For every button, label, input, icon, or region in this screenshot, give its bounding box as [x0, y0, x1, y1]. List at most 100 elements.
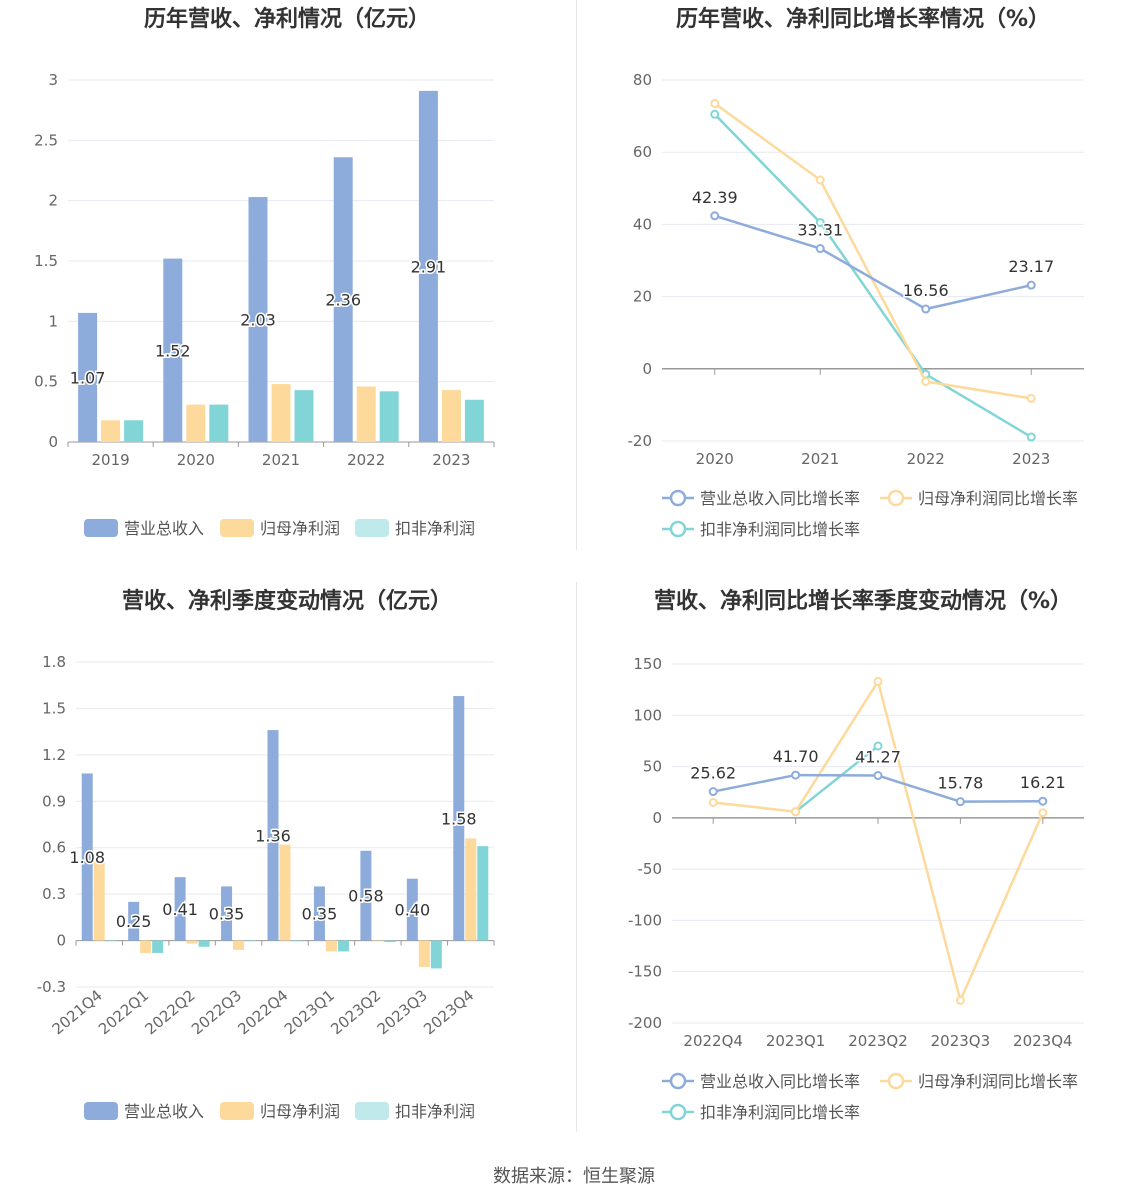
bar-revenue	[313, 886, 325, 941]
y-tick-label: 20	[633, 288, 652, 306]
legend-label: 扣非净利润同比增长率	[700, 520, 860, 539]
legend-label: 扣非净利润	[395, 519, 475, 538]
bar-data-label: 0.41	[162, 900, 198, 919]
bar-deducted-profit	[291, 940, 303, 942]
bar-revenue	[174, 877, 186, 941]
bar-data-label: 1.58	[441, 809, 477, 828]
y-tick-label: 0	[652, 809, 662, 827]
chart-title: 营收、净利季度变动情况（亿元）	[122, 588, 452, 614]
line-data-label: 23.17	[1008, 257, 1054, 276]
bar-net-profit	[186, 404, 206, 442]
legend-label: 营业总收入同比增长率	[700, 489, 860, 508]
bar-data-label: 0.58	[348, 887, 384, 906]
bar-revenue	[453, 696, 465, 941]
point-net-profit	[955, 995, 965, 1005]
y-tick-label: 0.9	[42, 792, 66, 810]
bar-data-label: 1.36	[255, 826, 291, 845]
bar-net-profit	[465, 838, 477, 941]
bar-data-label: 2.03	[240, 311, 276, 330]
legend-label: 归母净利润	[260, 1102, 340, 1121]
y-tick-label: 1.5	[42, 699, 66, 717]
line-revenue	[714, 214, 1032, 311]
bar-deducted-profit	[379, 391, 399, 442]
legend-swatch	[84, 519, 118, 537]
legend-marker	[669, 520, 687, 538]
legend-marker	[887, 489, 905, 507]
x-tick-label: 2022	[347, 451, 385, 469]
chart-title: 历年营收、净利同比增长率情况（%）	[676, 6, 1050, 32]
bar-data-label: 1.07	[70, 368, 106, 387]
point-deducted-profit	[710, 109, 720, 119]
bar-net-profit	[140, 940, 152, 953]
legend-label: 营业总收入	[124, 1102, 204, 1121]
bar-net-profit	[325, 940, 337, 952]
bar-net-profit	[372, 940, 384, 942]
point-net-profit	[815, 175, 825, 185]
quarterly-revenue-profit-chart: 营收、净利季度变动情况（亿元） -0.3 0 0.3 0.6 0.9 1.2 1.5 1.8 1.…	[37, 588, 495, 1121]
point-net-profit	[708, 797, 718, 807]
point-net-profit	[710, 98, 720, 108]
bar-data-label: 0.25	[116, 912, 152, 931]
bar-revenue	[81, 773, 93, 941]
legend-label: 归母净利润同比增长率	[918, 489, 1078, 508]
legend-marker	[887, 1072, 905, 1090]
bar-net-profit	[418, 940, 430, 967]
bar-deducted-profit	[294, 390, 314, 442]
y-tick-label: 80	[633, 71, 652, 89]
line-data-label: 25.62	[690, 764, 736, 783]
point-net-profit	[873, 676, 883, 686]
line-data-label: 41.27	[855, 748, 901, 767]
x-tick-label: 2023Q1	[281, 986, 338, 1038]
y-tick-label: 3	[48, 71, 58, 89]
legend-label: 归母净利润	[260, 519, 340, 538]
y-tick-label: 2	[48, 192, 58, 210]
line-data-label: 33.31	[797, 221, 843, 240]
y-tick-label: 40	[633, 215, 652, 233]
line-data-label: 16.21	[1020, 773, 1066, 792]
y-tick-label: 0	[642, 360, 652, 378]
y-tick-label: 60	[633, 143, 652, 161]
point-net-profit	[1026, 393, 1036, 403]
x-tick-label: 2021	[262, 451, 300, 469]
bar-revenue	[418, 90, 438, 443]
y-tick-label: 1.5	[34, 252, 58, 270]
point-deducted-profit	[873, 741, 883, 751]
x-tick-label: 2021	[801, 450, 839, 468]
chart-title: 历年营收、净利情况（亿元）	[144, 6, 430, 32]
bar-deducted-profit	[209, 404, 229, 442]
bar-deducted-profit	[124, 420, 144, 442]
x-tick-label: 2023Q2	[327, 986, 384, 1038]
bar-revenue	[221, 886, 233, 941]
annual-revenue-profit-chart: 历年营收、净利情况（亿元）00.511.522.531.0720191.5220…	[34, 6, 495, 538]
bar-deducted-profit	[430, 940, 442, 969]
point-revenue	[955, 797, 965, 807]
x-tick-label: 2022Q2	[142, 986, 199, 1038]
x-tick-label: 2023Q3	[931, 1032, 991, 1050]
x-tick-label: 2023Q2	[848, 1032, 908, 1050]
point-net-profit	[1038, 808, 1048, 818]
line-data-label: 41.70	[773, 747, 819, 766]
x-tick-label: 2022Q4	[234, 986, 291, 1038]
bar-revenue	[248, 197, 268, 442]
vertical-divider-bottom	[576, 582, 577, 1132]
x-tick-label: 2023Q3	[374, 986, 431, 1038]
point-net-profit	[921, 376, 931, 386]
y-tick-label: 0.3	[42, 885, 66, 903]
legend-swatch	[220, 519, 254, 537]
legend-label: 营业总收入同比增长率	[700, 1072, 860, 1091]
bar-deducted-profit	[198, 940, 210, 947]
y-tick-label: 0	[56, 932, 66, 950]
y-tick-label: -100	[628, 911, 662, 929]
bar-deducted-profit	[477, 846, 489, 941]
bar-deducted-profit	[152, 940, 164, 953]
y-tick-label: -150	[628, 963, 662, 981]
quarterly-growth-rate-chart: 营收、净利同比增长率季度变动情况（%） -200 -150 -100 -50 0 50 100…	[628, 588, 1084, 1122]
point-revenue	[708, 787, 718, 797]
line-deducted-profit	[713, 113, 1032, 439]
bar-net-profit	[279, 844, 291, 941]
y-tick-label: 1.8	[42, 653, 66, 671]
annual-growth-rate-panel: 历年营收、净利同比增长率情况（%） -20 0 20 40 60 80 2020 2021 202…	[578, 0, 1148, 580]
legend-swatch	[220, 1102, 254, 1120]
bar-net-profit	[233, 940, 245, 950]
annual-revenue-profit-panel: 历年营收、净利情况（亿元） 0 0.5 1 1.5 2 2.5 3 1.07 2019 1.52 20…	[0, 0, 574, 580]
